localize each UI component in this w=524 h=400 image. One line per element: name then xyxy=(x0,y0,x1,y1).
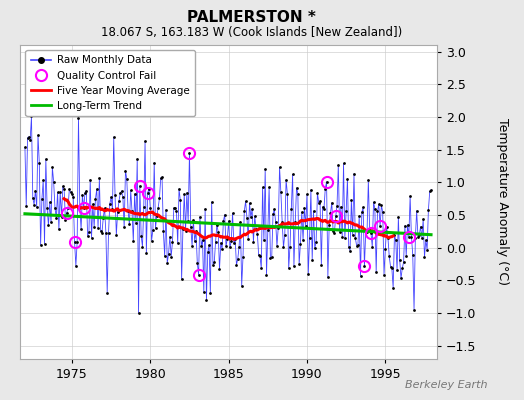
Text: PALMERSTON *: PALMERSTON * xyxy=(187,10,316,25)
Y-axis label: Temperature Anomaly (°C): Temperature Anomaly (°C) xyxy=(496,118,509,286)
Text: Berkeley Earth: Berkeley Earth xyxy=(405,380,487,390)
Legend: Raw Monthly Data, Quality Control Fail, Five Year Moving Average, Long-Term Tren: Raw Monthly Data, Quality Control Fail, … xyxy=(26,50,194,116)
Text: 18.067 S, 163.183 W (Cook Islands [New Zealand]): 18.067 S, 163.183 W (Cook Islands [New Z… xyxy=(101,26,402,39)
